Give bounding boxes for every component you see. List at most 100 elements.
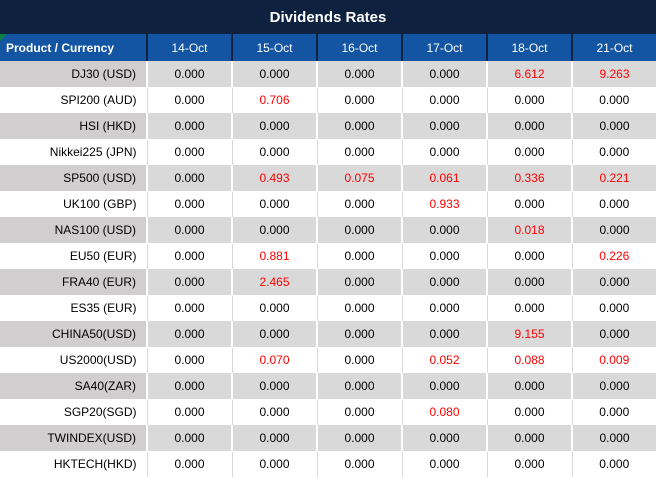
dividend-value-cell: 0.000 [572, 139, 656, 165]
dividend-value-cell: 0.000 [147, 217, 233, 244]
header-row: Product / Currency 14-Oct 15-Oct 16-Oct 17-… [0, 34, 656, 61]
dividend-value-cell: 0.000 [232, 295, 318, 321]
dividend-value-cell: 0.000 [317, 451, 403, 477]
table-row: SA40(ZAR) 0.000 0.000 0.000 0.000 0.000 0.000 [0, 373, 656, 400]
dividend-value-cell: 0.000 [402, 139, 488, 165]
dividend-value-cell: 0.000 [232, 61, 318, 88]
dividend-value-cell: 0.000 [487, 243, 573, 269]
table-row: CHINA50(USD) 0.000 0.000 0.000 0.000 9.155 0.0… [0, 321, 656, 348]
date-header: 21-Oct [572, 34, 656, 61]
product-label: DJ30 (USD) [0, 61, 148, 88]
dividend-value-cell: 0.000 [232, 321, 318, 348]
date-header: 15-Oct [232, 34, 318, 61]
dividend-value-cell: 0.000 [487, 425, 573, 452]
dividend-value-cell: 0.000 [487, 113, 573, 140]
product-label: SGP20(SGD) [0, 399, 148, 425]
dividend-value-cell: 0.000 [147, 295, 233, 321]
dividend-value-cell: 0.009 [572, 347, 656, 373]
dividend-value-cell: 0.000 [572, 87, 656, 113]
dividend-value-cell: 0.000 [402, 61, 488, 88]
product-label: FRA40 (EUR) [0, 269, 148, 296]
dividend-value-cell: 0.000 [147, 113, 233, 140]
dividend-value-cell: 0.000 [317, 425, 403, 452]
table-body: DJ30 (USD) 0.000 0.000 0.000 0.000 6.612 9.263… [0, 61, 656, 477]
dividend-value-cell: 0.000 [572, 269, 656, 296]
dividend-value-cell: 0.000 [147, 61, 233, 88]
dividend-value-cell: 0.000 [317, 295, 403, 321]
table-row: US2000(USD) 0.000 0.070 0.000 0.052 0.088 0.00… [0, 347, 656, 373]
product-label: NAS100 (USD) [0, 217, 148, 244]
dividend-value-cell: 0.000 [487, 295, 573, 321]
dividend-value-cell: 0.000 [147, 373, 233, 400]
dividend-value-cell: 0.000 [402, 113, 488, 140]
dividend-value-cell: 0.061 [402, 165, 488, 192]
dividend-value-cell: 6.612 [487, 61, 573, 88]
table-row: DJ30 (USD) 0.000 0.000 0.000 0.000 6.612 9.263 [0, 61, 656, 88]
dividend-value-cell: 0.000 [317, 191, 403, 217]
dividend-value-cell: 0.000 [487, 451, 573, 477]
dividend-value-cell: 0.000 [317, 243, 403, 269]
dividend-value-cell: 0.000 [572, 321, 656, 348]
dividend-value-cell: 0.000 [402, 87, 488, 113]
product-currency-header: Product / Currency [0, 34, 148, 61]
table-row: ES35 (EUR) 0.000 0.000 0.000 0.000 0.000 0.000 [0, 295, 656, 321]
dividend-value-cell: 0.000 [402, 243, 488, 269]
product-label: TWINDEX(USD) [0, 425, 148, 452]
dividend-value-cell: 0.000 [232, 191, 318, 217]
dividend-value-cell: 0.000 [317, 113, 403, 140]
dividend-value-cell: 9.155 [487, 321, 573, 348]
dividend-value-cell: 0.000 [487, 399, 573, 425]
dividend-value-cell: 0.000 [572, 295, 656, 321]
dividend-value-cell: 0.000 [232, 399, 318, 425]
dividend-value-cell: 0.000 [572, 399, 656, 425]
dividend-value-cell: 0.000 [147, 347, 233, 373]
dividend-value-cell: 0.000 [147, 425, 233, 452]
dividend-value-cell: 0.000 [317, 217, 403, 244]
dividend-value-cell: 0.000 [402, 321, 488, 348]
dividend-value-cell: 0.080 [402, 399, 488, 425]
dividend-value-cell: 0.000 [147, 165, 233, 192]
date-header: 17-Oct [402, 34, 488, 61]
dividend-value-cell: 0.000 [232, 451, 318, 477]
product-label: CHINA50(USD) [0, 321, 148, 348]
excel-corner-triangle-icon [0, 34, 7, 41]
table-row: HSI (HKD) 0.000 0.000 0.000 0.000 0.000 0.000 [0, 113, 656, 140]
dividend-value-cell: 0.000 [402, 425, 488, 452]
product-label: EU50 (EUR) [0, 243, 148, 269]
dividend-value-cell: 0.000 [317, 139, 403, 165]
dividend-value-cell: 0.000 [317, 399, 403, 425]
dividend-value-cell: 0.000 [147, 269, 233, 296]
dividend-value-cell: 0.075 [317, 165, 403, 192]
dividend-value-cell: 0.221 [572, 165, 656, 192]
table-row: Nikkei225 (JPN) 0.000 0.000 0.000 0.000 0.000… [0, 139, 656, 165]
dividend-value-cell: 0.000 [572, 451, 656, 477]
dividend-value-cell: 0.000 [232, 425, 318, 452]
dividend-value-cell: 0.000 [572, 373, 656, 400]
product-label: SP500 (USD) [0, 165, 148, 192]
dividend-value-cell: 0.000 [572, 191, 656, 217]
dividend-value-cell: 0.000 [317, 269, 403, 296]
dividend-value-cell: 0.070 [232, 347, 318, 373]
dividend-value-cell: 0.000 [317, 61, 403, 88]
dividends-table: Product / Currency 14-Oct 15-Oct 16-Oct 17-… [0, 34, 656, 477]
dividend-value-cell: 0.000 [317, 87, 403, 113]
dividend-value-cell: 0.000 [147, 243, 233, 269]
dividend-value-cell: 0.000 [147, 139, 233, 165]
dividend-value-cell: 0.000 [402, 451, 488, 477]
table-row: EU50 (EUR) 0.000 0.881 0.000 0.000 0.000 0.226 [0, 243, 656, 269]
dividend-value-cell: 0.088 [487, 347, 573, 373]
dividend-value-cell: 0.000 [487, 373, 573, 400]
product-label: US2000(USD) [0, 347, 148, 373]
dividend-value-cell: 0.000 [232, 113, 318, 140]
dividend-value-cell: 0.000 [572, 425, 656, 452]
table-row: NAS100 (USD) 0.000 0.000 0.000 0.000 0.018 0.0… [0, 217, 656, 244]
dividend-value-cell: 0.000 [317, 321, 403, 348]
product-label: HKTECH(HKD) [0, 451, 148, 477]
table-row: SP500 (USD) 0.000 0.493 0.075 0.061 0.336 0.22… [0, 165, 656, 192]
dividend-value-cell: 0.000 [572, 113, 656, 140]
dividend-value-cell: 9.263 [572, 61, 656, 88]
dividend-value-cell: 0.000 [487, 269, 573, 296]
dividend-value-cell: 0.000 [232, 373, 318, 400]
dividend-value-cell: 0.000 [147, 399, 233, 425]
